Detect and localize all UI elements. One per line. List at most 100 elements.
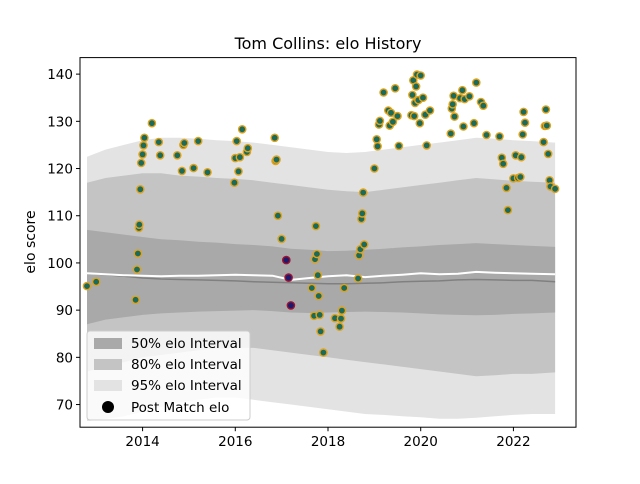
post-match-point-27: [237, 125, 247, 134]
post-match-point-68: [393, 111, 402, 121]
post-match-point-94: [469, 118, 479, 128]
x-tick-label-4: 2022: [496, 434, 530, 450]
y-tick-label-7: 140: [47, 67, 73, 83]
post-match-point-86: [448, 100, 458, 109]
post-match-point-59: [373, 141, 382, 151]
post-match-point-12: [147, 118, 157, 128]
y-tick-label-1: 80: [56, 350, 73, 366]
post-match-point-7: [135, 184, 145, 194]
post-match-point-30: [270, 133, 280, 143]
post-match-point-15: [172, 150, 182, 160]
post-match-point-97: [478, 101, 488, 110]
post-match-point-109: [518, 130, 528, 139]
post-match-point-26: [235, 152, 245, 162]
y-tick-label-6: 130: [47, 114, 73, 130]
chart-title: Tom Collins: elo History: [234, 34, 422, 53]
post-match-point-2: [131, 295, 140, 305]
legend-label-50: 50% elo Interval: [131, 336, 242, 352]
post-match-points: [82, 70, 560, 357]
post-match-point-21: [203, 167, 212, 177]
legend: 50% elo Interval 80% elo Interval 95% el…: [86, 330, 251, 421]
post-match-point-43: [316, 327, 325, 336]
legend-label-80: 80% elo Interval: [131, 357, 242, 373]
highlighted-point-2: [286, 301, 296, 310]
y-axis-label: elo score: [23, 210, 39, 273]
post-match-point-0: [82, 281, 92, 291]
post-match-point-84: [446, 129, 456, 138]
post-match-point-34: [277, 234, 286, 244]
post-match-point-46: [335, 322, 344, 332]
post-match-point-13: [154, 137, 164, 147]
post-match-point-79: [416, 71, 426, 80]
legend-marker-post-match: [102, 401, 114, 413]
legend-box: [86, 330, 251, 421]
post-match-point-50: [353, 274, 363, 283]
post-match-point-20: [193, 136, 203, 146]
y-axis: 70 80 90 100 110 120 130 140: [47, 67, 80, 414]
post-match-point-88: [450, 112, 459, 121]
post-match-point-83: [425, 106, 435, 115]
post-match-point-40: [313, 270, 323, 280]
post-match-point-49: [339, 283, 349, 293]
post-match-point-47: [336, 314, 346, 323]
post-match-point-18: [179, 138, 189, 148]
post-match-point-22: [230, 178, 239, 187]
post-match-point-101: [498, 159, 508, 169]
post-match-point-16: [177, 166, 187, 176]
post-match-point-75: [411, 82, 421, 91]
post-match-point-19: [189, 163, 198, 173]
post-match-point-111: [520, 118, 530, 127]
x-tick-label-2: 2018: [311, 434, 345, 450]
post-match-point-119: [550, 184, 560, 194]
post-match-point-116: [543, 149, 553, 159]
y-tick-label-3: 100: [47, 256, 73, 272]
post-match-point-61: [375, 116, 385, 126]
legend-swatch-80: [94, 359, 122, 370]
post-match-point-78: [415, 118, 425, 128]
post-match-point-14: [155, 150, 165, 160]
post-match-point-29: [243, 143, 253, 153]
post-match-point-10: [139, 141, 148, 150]
post-match-point-8: [136, 158, 146, 168]
post-match-point-99: [495, 132, 504, 141]
post-match-point-93: [465, 92, 474, 101]
post-match-point-42: [315, 310, 325, 320]
post-match-point-103: [503, 205, 513, 215]
post-match-point-9: [138, 150, 147, 159]
post-match-point-62: [379, 88, 388, 97]
post-match-point-3: [132, 265, 142, 274]
highlighted-point-0: [281, 255, 291, 265]
legend-swatch-50: [94, 338, 122, 349]
post-match-point-69: [394, 141, 404, 151]
y-tick-label-5: 120: [47, 162, 73, 178]
post-match-point-39: [312, 249, 322, 259]
post-match-point-55: [358, 188, 368, 197]
post-match-point-32: [272, 155, 281, 164]
post-match-point-73: [409, 111, 419, 121]
post-match-point-41: [314, 291, 324, 301]
post-match-point-48: [337, 306, 347, 315]
post-match-point-4: [133, 249, 143, 258]
post-match-point-90: [458, 85, 467, 95]
post-match-point-107: [516, 172, 525, 182]
x-tick-label-0: 2014: [125, 434, 159, 450]
post-match-point-80: [418, 93, 428, 102]
legend-label-95: 95% elo Interval: [131, 378, 242, 394]
x-axis: 2014 2016 2018 2020 2022: [125, 427, 531, 450]
post-match-point-110: [519, 107, 528, 117]
post-match-point-6: [134, 220, 144, 229]
highlighted-point-1: [284, 273, 293, 282]
post-match-point-57: [370, 164, 379, 173]
post-match-point-66: [388, 117, 398, 127]
post-match-point-11: [140, 133, 149, 143]
post-match-point-115: [542, 121, 552, 130]
post-match-point-24: [232, 136, 241, 146]
post-match-point-56: [359, 240, 369, 249]
post-match-point-25: [234, 167, 243, 176]
x-tick-label-1: 2016: [218, 434, 252, 450]
y-tick-label-2: 90: [56, 303, 73, 319]
post-match-point-1: [91, 277, 101, 287]
post-match-point-35: [307, 283, 317, 293]
post-match-point-108: [517, 152, 526, 162]
